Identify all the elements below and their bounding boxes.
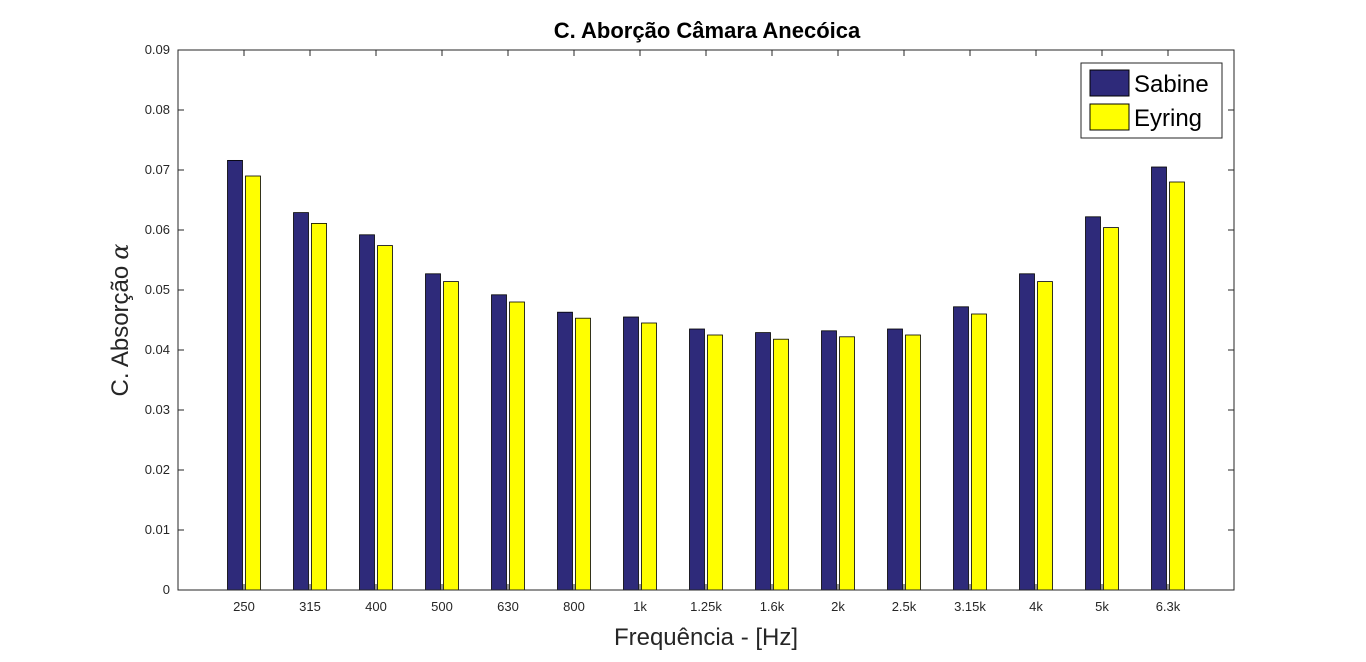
chart-title: C. Aborção Câmara Anecóica [554,18,861,43]
bar-sabine-315 [293,212,309,591]
y-axis-label: C. Absorção α [106,244,134,397]
bar-eyring-2.5k [905,334,921,591]
x-tick-label: 5k [1095,599,1109,614]
legend-label-sabine: Sabine [1134,71,1209,98]
bar-sabine-3.15k [953,306,969,591]
bar-sabine-4k [1019,273,1035,591]
bar-eyring-2k [839,336,855,591]
y-tick-label: 0.02 [145,462,170,477]
y-tick-label: 0.07 [145,162,170,177]
bar-sabine-630 [491,294,507,591]
x-axis-label: Frequência - [Hz] [614,624,798,651]
bar-sabine-500 [425,273,441,591]
y-tick-label: 0.03 [145,402,170,417]
legend-swatch-eyring [1089,103,1130,131]
bar-eyring-800 [575,317,591,591]
y-axis: 0 0.01 0.02 0.03 0.04 0.05 0.06 0.07 0.08 0.09 [145,42,1234,597]
bar-eyring-3.15k [971,313,987,591]
x-tick-label: 3.15k [954,599,986,614]
y-tick-label: 0.09 [145,42,170,57]
bar-sabine-6.3k [1151,166,1167,591]
x-tick-label: 315 [299,599,321,614]
bar-eyring-6.3k [1169,181,1185,591]
bar-sabine-2k [821,330,837,591]
x-tick-label: 4k [1029,599,1043,614]
bar-eyring-4k [1037,281,1053,591]
legend: Sabine Eyring [1080,62,1223,139]
x-tick-label: 800 [563,599,585,614]
bar-sabine-250 [227,159,243,591]
bar-sabine-1.6k [755,332,771,591]
x-tick-label: 630 [497,599,519,614]
bar-sabine-400 [359,234,375,591]
x-tick-label: 6.3k [1156,599,1181,614]
bar-eyring-5k [1103,227,1119,591]
bar-eyring-250 [245,175,261,591]
x-tick-label: 250 [233,599,255,614]
bars-group [227,159,1185,591]
y-axis-label-symbol: α [106,244,134,260]
y-tick-label: 0 [163,582,170,597]
bar-sabine-5k [1085,216,1101,591]
y-tick-label: 0.06 [145,222,170,237]
x-tick-label: 1.6k [760,599,785,614]
bar-sabine-1.25k [689,328,705,591]
x-tick-label: 500 [431,599,453,614]
legend-label-eyring: Eyring [1134,105,1202,132]
bar-sabine-2.5k [887,328,903,591]
legend-swatch-sabine [1089,69,1130,97]
bar-eyring-400 [377,245,393,591]
bar-eyring-315 [311,222,327,591]
bar-eyring-1k [641,322,657,591]
x-tick-label: 2k [831,599,845,614]
y-axis-label-text: C. Absorção [107,266,134,397]
bar-eyring-500 [443,281,459,591]
bar-eyring-1.6k [773,338,789,591]
bar-eyring-630 [509,301,525,591]
plot-frame [177,49,1235,591]
bar-sabine-800 [557,311,573,591]
y-tick-label: 0.04 [145,342,170,357]
x-axis: 250 315 400 500 630 800 1k 1.25k 1.6k 2k 2.5k 3.15k… [233,50,1181,614]
bar-sabine-1k [623,316,639,591]
y-tick-label: 0.05 [145,282,170,297]
y-tick-label: 0.01 [145,522,170,537]
bar-eyring-1.25k [707,334,723,591]
x-tick-label: 1.25k [690,599,722,614]
x-tick-label: 400 [365,599,387,614]
x-tick-label: 2.5k [892,599,917,614]
y-tick-label: 0.08 [145,102,170,117]
x-tick-label: 1k [633,599,647,614]
